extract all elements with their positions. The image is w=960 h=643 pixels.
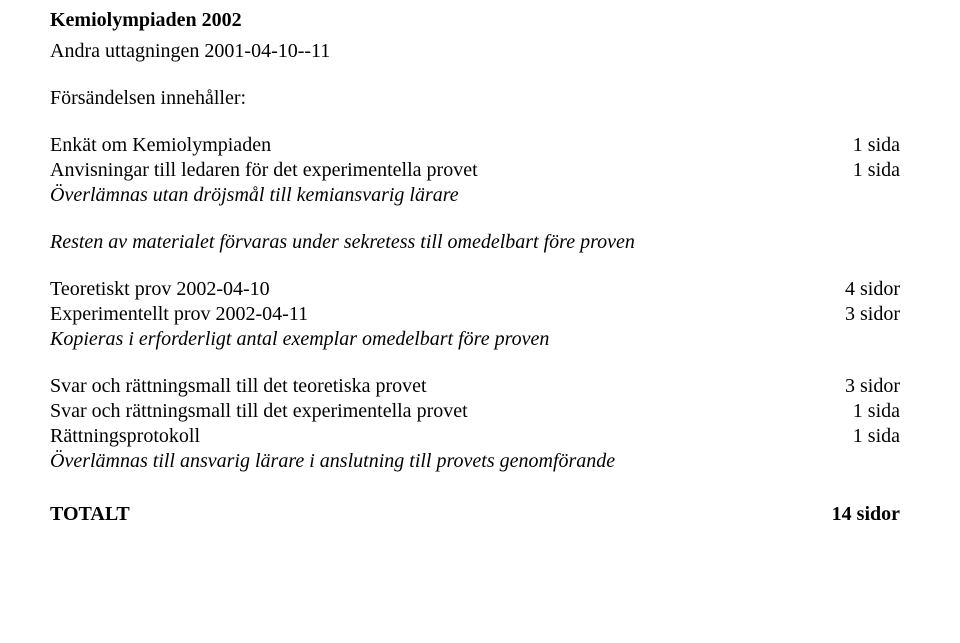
total-value: 14 sidor [812,502,900,527]
item-label: Rättningsprotokoll [50,424,833,449]
list-item: Rättningsprotokoll 1 sida [50,424,900,449]
item-value [880,327,900,352]
item-label: Teoretiskt prov 2002-04-10 [50,277,825,302]
item-label: Överlämnas utan dröjsmål till kemiansvar… [50,183,880,208]
item-label: Svar och rättningsmall till det experime… [50,399,833,424]
list-item: Anvisningar till ledaren för det experim… [50,158,900,183]
item-value: 1 sida [833,399,900,424]
item-value: 1 sida [833,424,900,449]
item-label: Anvisningar till ledaren för det experim… [50,158,833,183]
item-value: 4 sidor [825,277,900,302]
document-page: Kemiolympiaden 2002 Andra uttagningen 20… [0,0,960,643]
list-item: Överlämnas utan dröjsmål till kemiansvar… [50,183,900,208]
item-value [880,183,900,208]
page-title: Kemiolympiaden 2002 [50,8,900,33]
total-label: TOTALT [50,502,812,527]
total-row: TOTALT 14 sidor [50,502,900,527]
list-item: Teoretiskt prov 2002-04-10 4 sidor [50,277,900,302]
list-item: Svar och rättningsmall till det experime… [50,399,900,424]
item-label: Experimentellt prov 2002-04-11 [50,302,825,327]
item-value: 1 sida [833,133,900,158]
item-label: Svar och rättningsmall till det teoretis… [50,374,825,399]
list-item: Kopieras i erforderligt antal exemplar o… [50,327,900,352]
item-label: Överlämnas till ansvarig lärare i anslut… [50,449,880,474]
item-value: 3 sidor [825,374,900,399]
section-heading: Försändelsen innehåller: [50,86,900,111]
list-item: Enkät om Kemiolympiaden 1 sida [50,133,900,158]
note-text: Resten av materialet förvaras under sekr… [50,230,900,255]
list-item: Experimentellt prov 2002-04-11 3 sidor [50,302,900,327]
item-value: 1 sida [833,158,900,183]
item-label: Kopieras i erforderligt antal exemplar o… [50,327,880,352]
list-item: Överlämnas till ansvarig lärare i anslut… [50,449,900,474]
list-item: Svar och rättningsmall till det teoretis… [50,374,900,399]
item-label: Enkät om Kemiolympiaden [50,133,833,158]
item-value [880,449,900,474]
page-subtitle: Andra uttagningen 2001-04-10--11 [50,39,900,64]
item-value: 3 sidor [825,302,900,327]
